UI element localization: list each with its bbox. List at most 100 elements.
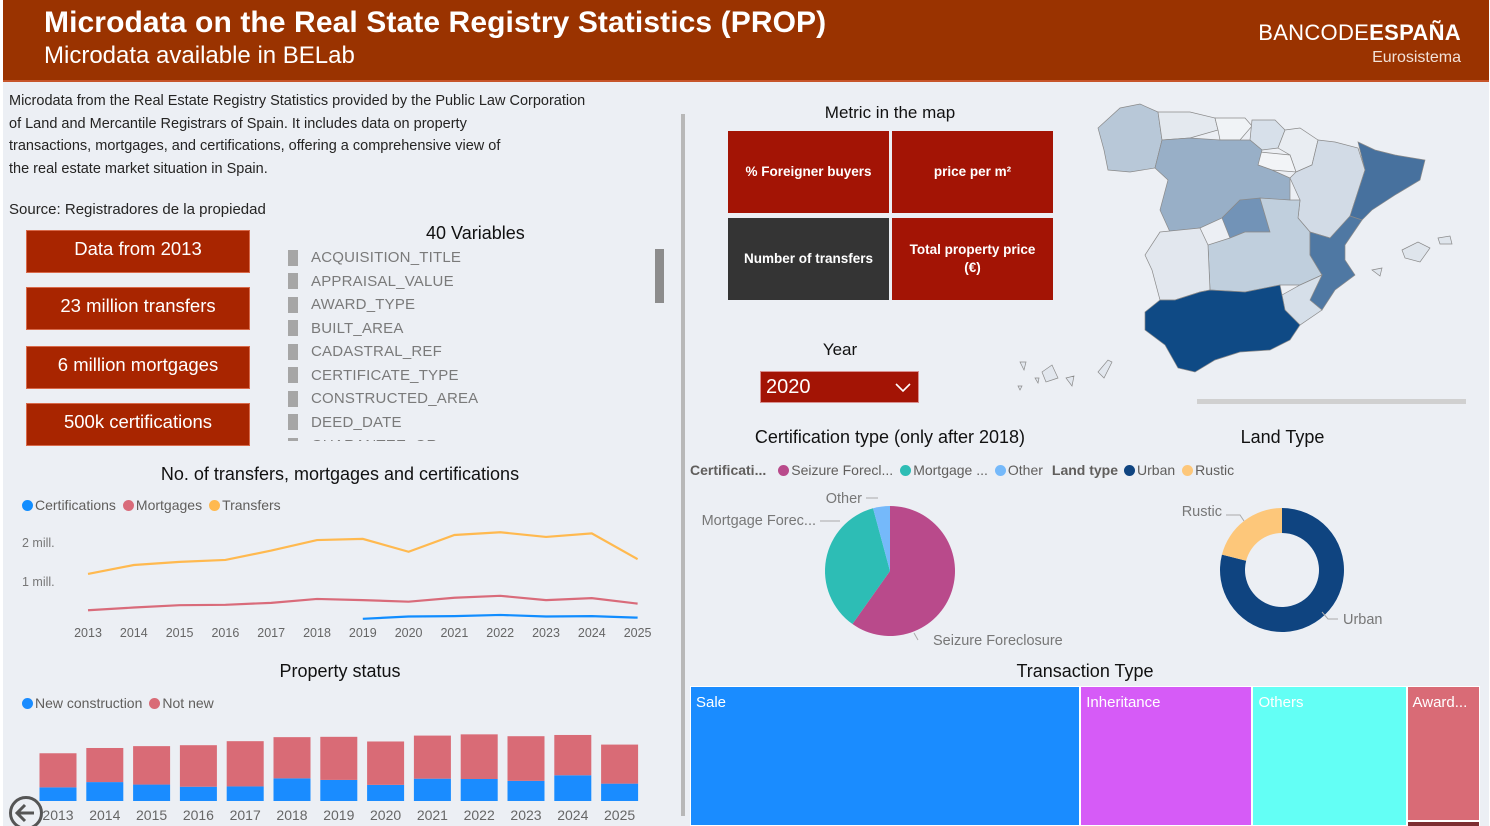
- legend-label[interactable]: New construction: [35, 695, 143, 711]
- map-region-andalucia[interactable]: [1144, 284, 1301, 373]
- variables-scrollbar[interactable]: [655, 249, 664, 303]
- stat-data-from-2013[interactable]: Data from 2013: [26, 230, 250, 273]
- treemap-cell-others[interactable]: Others: [1252, 686, 1407, 826]
- metric-price-per-m2-button[interactable]: price per m²: [892, 131, 1053, 213]
- metric-total-property-price-button[interactable]: Total property price (€): [892, 218, 1053, 300]
- legend-label[interactable]: Mortgages: [135, 497, 203, 513]
- map-region-extremadura[interactable]: [1144, 227, 1211, 301]
- checkbox[interactable]: [288, 320, 298, 337]
- intro-line: transactions, mortgages, and certificati…: [9, 138, 501, 154]
- map-horizontal-scrollbar[interactable]: [1197, 399, 1466, 404]
- bar-not-new[interactable]: [601, 744, 639, 784]
- bar-new-construction[interactable]: [367, 784, 405, 801]
- bar-new-construction[interactable]: [601, 783, 639, 801]
- bar-new-construction[interactable]: [226, 786, 264, 801]
- legend-dot-transfers: [209, 499, 221, 511]
- x-tick-label: 2014: [89, 807, 120, 823]
- data-label: Other: [826, 491, 862, 507]
- map-region-asturias[interactable]: [1157, 111, 1219, 141]
- bar-not-new[interactable]: [554, 734, 592, 776]
- series-line-mortgages[interactable]: [87, 594, 638, 612]
- checkbox[interactable]: [288, 414, 298, 431]
- bar-new-construction[interactable]: [273, 778, 311, 801]
- bar-not-new[interactable]: [413, 735, 451, 779]
- bar-new-construction[interactable]: [39, 787, 77, 801]
- x-tick-label: 2013: [42, 807, 73, 823]
- arrow-left-icon: [14, 803, 34, 823]
- bar-not-new[interactable]: [179, 745, 217, 787]
- series-line-certifications[interactable]: [362, 613, 638, 620]
- variable-item[interactable]: GUARANTEE_OR: [288, 434, 658, 441]
- treemap-cell-award[interactable]: Award...: [1406, 686, 1480, 822]
- bar-new-construction[interactable]: [133, 784, 171, 801]
- legend-label[interactable]: Other: [1007, 462, 1043, 478]
- x-tick-label: 2021: [417, 807, 448, 823]
- metric-number-of-transfers-button[interactable]: Number of transfers: [728, 218, 889, 300]
- legend-label[interactable]: Transfers: [222, 497, 281, 513]
- checkbox[interactable]: [288, 437, 298, 441]
- donut-slice-rustic[interactable]: [1221, 508, 1282, 561]
- variable-item[interactable]: BUILT_AREA: [288, 317, 658, 341]
- series-line-transfers[interactable]: [87, 531, 639, 576]
- variables-list[interactable]: ACQUISITION_TITLE APPRAISAL_VALUE AWARD_…: [288, 246, 658, 441]
- bar-not-new[interactable]: [273, 737, 311, 779]
- bar-not-new[interactable]: [507, 736, 545, 781]
- checkbox[interactable]: [288, 296, 298, 313]
- variable-item[interactable]: AWARD_TYPE: [288, 293, 658, 317]
- bar-not-new[interactable]: [320, 736, 358, 780]
- legend-label[interactable]: Certifications: [35, 497, 116, 513]
- checkbox[interactable]: [288, 343, 298, 360]
- variable-item[interactable]: DEED_DATE: [288, 411, 658, 435]
- variable-item[interactable]: CONSTRUCTED_AREA: [288, 387, 658, 411]
- treemap-cell-donation[interactable]: Donation: [1406, 821, 1480, 826]
- map-region-galicia[interactable]: [1097, 103, 1163, 173]
- legend-label[interactable]: Mortgage ...: [913, 462, 988, 478]
- variable-item[interactable]: CERTIFICATE_TYPE: [288, 364, 658, 388]
- bar-new-construction[interactable]: [86, 782, 124, 801]
- checkbox[interactable]: [288, 249, 298, 266]
- pie-slice-seizure-foreclosure[interactable]: [852, 506, 955, 636]
- pie-slice-other[interactable]: [873, 506, 890, 571]
- bar-not-new[interactable]: [133, 746, 171, 785]
- bar-new-construction[interactable]: [554, 775, 592, 801]
- back-button[interactable]: [9, 796, 43, 826]
- donut-slice-urban[interactable]: [1220, 508, 1344, 632]
- stat-certifications[interactable]: 500k certifications: [26, 403, 250, 446]
- bar-new-construction[interactable]: [460, 778, 498, 801]
- spain-map[interactable]: [1010, 95, 1480, 395]
- variable-label: CONSTRUCTED_AREA: [311, 390, 479, 408]
- treemap-cell-inheritance[interactable]: Inheritance: [1080, 686, 1253, 826]
- map-region-baleares[interactable]: [1371, 235, 1453, 277]
- bar-not-new[interactable]: [39, 753, 77, 788]
- treemap-cell-sale[interactable]: Sale: [690, 686, 1081, 826]
- bar-not-new[interactable]: [86, 747, 124, 783]
- legend-label[interactable]: Seizure Forecl...: [791, 462, 894, 478]
- metric-foreigner-buyers-button[interactable]: % Foreigner buyers: [728, 131, 889, 213]
- stat-transfers[interactable]: 23 million transfers: [26, 287, 250, 330]
- checkbox[interactable]: [288, 367, 298, 384]
- x-tick-label: 2018: [303, 626, 331, 640]
- map-region-cataluna[interactable]: [1349, 141, 1426, 221]
- bar-not-new[interactable]: [460, 734, 498, 779]
- pie-slice-mortgage-foreclosure[interactable]: [825, 508, 890, 625]
- variable-item[interactable]: APPRAISAL_VALUE: [288, 270, 658, 294]
- bar-new-construction[interactable]: [507, 780, 545, 801]
- bar-new-construction[interactable]: [413, 778, 451, 801]
- stat-mortgages[interactable]: 6 million mortgages: [26, 346, 250, 389]
- variable-item[interactable]: ACQUISITION_TITLE: [288, 246, 658, 270]
- map-region-cantabria[interactable]: [1214, 117, 1253, 141]
- legend-label[interactable]: Urban: [1137, 462, 1176, 478]
- variable-item[interactable]: CADASTRAL_REF: [288, 340, 658, 364]
- bar-not-new[interactable]: [367, 741, 405, 785]
- checkbox[interactable]: [288, 390, 298, 407]
- bar-not-new[interactable]: [226, 741, 264, 787]
- map-region-castilla-la-mancha[interactable]: [1207, 197, 1323, 293]
- checkbox[interactable]: [288, 273, 298, 290]
- bar-new-construction[interactable]: [179, 786, 217, 801]
- bar-new-construction[interactable]: [320, 779, 358, 801]
- legend-label[interactable]: Rustic: [1195, 462, 1235, 478]
- legend-label[interactable]: Not new: [162, 695, 214, 711]
- map-region-canarias[interactable]: [1017, 359, 1113, 391]
- y-tick-label: 2 mill.: [22, 536, 55, 550]
- year-dropdown[interactable]: 2020: [760, 371, 919, 403]
